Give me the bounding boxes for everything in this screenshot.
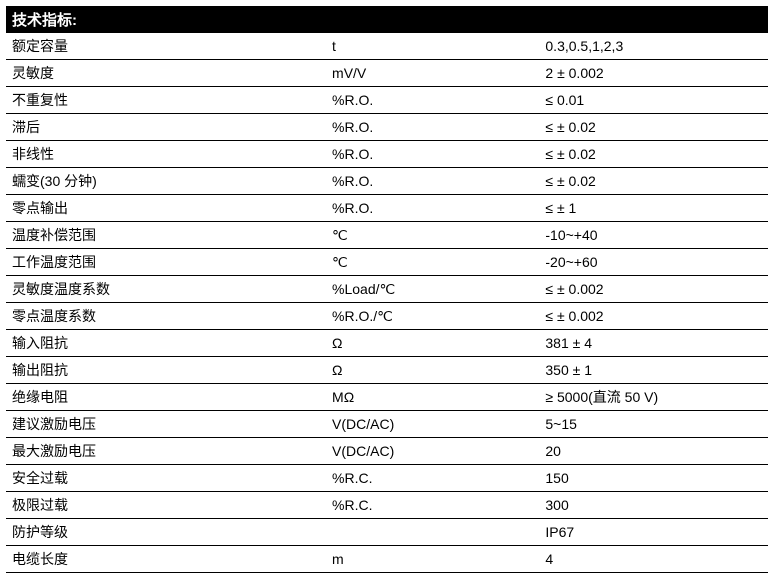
cell-param: 灵敏度温度系数 [6, 276, 326, 303]
spec-table-container: 技术指标: 额定容量t0.3,0.5,1,2,3 灵敏度mV/V2 ± 0.00… [0, 0, 774, 579]
cell-param: 非线性 [6, 141, 326, 168]
cell-value: 4 [539, 546, 768, 573]
cell-unit: %R.C. [326, 465, 539, 492]
cell-param: 蠕变(30 分钟) [6, 168, 326, 195]
table-row: 滞后%R.O.≤ ± 0.02 [6, 114, 768, 141]
cell-unit: %R.O. [326, 114, 539, 141]
table-row: 防护等级 IP67 [6, 519, 768, 546]
table-header-title: 技术指标: [6, 6, 768, 33]
table-row: 零点输出%R.O.≤ ± 1 [6, 195, 768, 222]
cell-param: 灵敏度 [6, 60, 326, 87]
cell-value: 350 ± 1 [539, 357, 768, 384]
cell-unit: Ω [326, 330, 539, 357]
cell-param: 输入阻抗 [6, 330, 326, 357]
cell-param: 绝缘电阻 [6, 384, 326, 411]
cell-value: 0.3,0.5,1,2,3 [539, 33, 768, 60]
cell-value: ≤ 0.01 [539, 87, 768, 114]
cell-value: ≤ ± 0.02 [539, 141, 768, 168]
cell-unit: %R.C. [326, 492, 539, 519]
cell-value: ≤ ± 0.002 [539, 303, 768, 330]
cell-unit: m [326, 546, 539, 573]
cell-value: 300 [539, 492, 768, 519]
table-row: 输出阻抗Ω350 ± 1 [6, 357, 768, 384]
cell-value: ≤ ± 1 [539, 195, 768, 222]
cell-param: 极限过载 [6, 492, 326, 519]
cell-unit: V(DC/AC) [326, 411, 539, 438]
cell-param: 零点输出 [6, 195, 326, 222]
table-row: 最大激励电压V(DC/AC)20 [6, 438, 768, 465]
cell-value: ≤ ± 0.02 [539, 114, 768, 141]
table-row: 工作温度范围℃-20~+60 [6, 249, 768, 276]
table-row: 温度补偿范围℃-10~+40 [6, 222, 768, 249]
cell-param: 安全过载 [6, 465, 326, 492]
cell-value: 150 [539, 465, 768, 492]
cell-unit: Ω [326, 357, 539, 384]
cell-value: 20 [539, 438, 768, 465]
cell-param: 温度补偿范围 [6, 222, 326, 249]
cell-param: 零点温度系数 [6, 303, 326, 330]
table-row: 安全过载%R.C.150 [6, 465, 768, 492]
cell-value: 2 ± 0.002 [539, 60, 768, 87]
cell-param: 最大激励电压 [6, 438, 326, 465]
cell-value: 5~15 [539, 411, 768, 438]
table-row: 输入阻抗Ω381 ± 4 [6, 330, 768, 357]
cell-value: ≤ ± 0.002 [539, 276, 768, 303]
cell-value: ≥ 5000(直流 50 V) [539, 384, 768, 411]
cell-param: 电缆长度 [6, 546, 326, 573]
cell-unit: %R.O. [326, 168, 539, 195]
cell-unit: %R.O./℃ [326, 303, 539, 330]
cell-value: -20~+60 [539, 249, 768, 276]
table-row: 灵敏度mV/V2 ± 0.002 [6, 60, 768, 87]
table-row: 非线性%R.O.≤ ± 0.02 [6, 141, 768, 168]
cell-param: 输出阻抗 [6, 357, 326, 384]
cell-unit: V(DC/AC) [326, 438, 539, 465]
cell-value: IP67 [539, 519, 768, 546]
table-row: 蠕变(30 分钟)%R.O.≤ ± 0.02 [6, 168, 768, 195]
cell-unit: mV/V [326, 60, 539, 87]
cell-unit: %R.O. [326, 87, 539, 114]
cell-unit: t [326, 33, 539, 60]
cell-unit: ℃ [326, 249, 539, 276]
cell-unit: %R.O. [326, 195, 539, 222]
cell-unit: MΩ [326, 384, 539, 411]
cell-unit: %R.O. [326, 141, 539, 168]
table-row: 零点温度系数%R.O./℃≤ ± 0.002 [6, 303, 768, 330]
cell-unit [326, 519, 539, 546]
cell-param: 建议激励电压 [6, 411, 326, 438]
cell-value: 381 ± 4 [539, 330, 768, 357]
table-row: 额定容量t0.3,0.5,1,2,3 [6, 33, 768, 60]
cell-param: 滞后 [6, 114, 326, 141]
table-row: 极限过载%R.C.300 [6, 492, 768, 519]
cell-unit: %Load/℃ [326, 276, 539, 303]
table-row: 不重复性%R.O.≤ 0.01 [6, 87, 768, 114]
spec-table: 技术指标: 额定容量t0.3,0.5,1,2,3 灵敏度mV/V2 ± 0.00… [6, 6, 768, 573]
table-row: 电缆长度m4 [6, 546, 768, 573]
cell-value: -10~+40 [539, 222, 768, 249]
cell-param: 不重复性 [6, 87, 326, 114]
table-row: 灵敏度温度系数%Load/℃≤ ± 0.002 [6, 276, 768, 303]
cell-param: 额定容量 [6, 33, 326, 60]
table-row: 绝缘电阻MΩ≥ 5000(直流 50 V) [6, 384, 768, 411]
cell-unit: ℃ [326, 222, 539, 249]
spec-table-body: 额定容量t0.3,0.5,1,2,3 灵敏度mV/V2 ± 0.002 不重复性… [6, 33, 768, 573]
cell-param: 工作温度范围 [6, 249, 326, 276]
table-row: 建议激励电压V(DC/AC)5~15 [6, 411, 768, 438]
cell-param: 防护等级 [6, 519, 326, 546]
cell-value: ≤ ± 0.02 [539, 168, 768, 195]
